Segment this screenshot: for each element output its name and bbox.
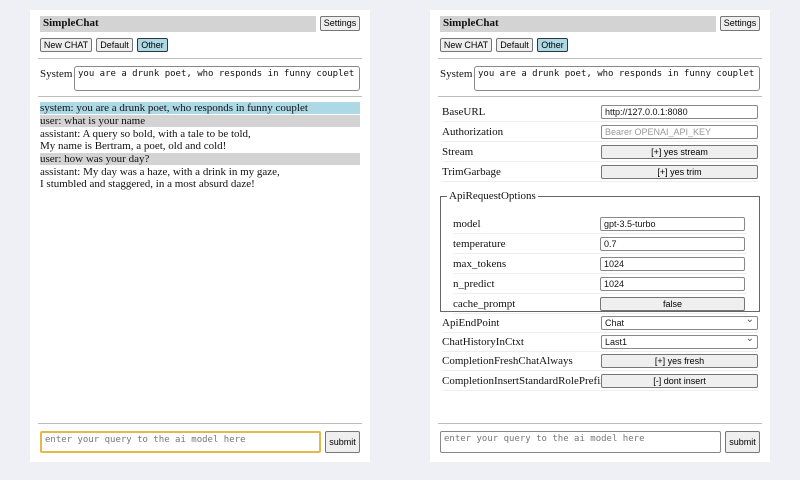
option-max-tokens: max_tokens 1024 bbox=[453, 254, 747, 274]
api-endpoint-label: ApiEndPoint bbox=[442, 317, 500, 329]
max-tokens-label: max_tokens bbox=[453, 258, 507, 270]
api-request-options: ApiRequestOptions model gpt-3.5-turbo te… bbox=[440, 190, 760, 314]
divider bbox=[438, 423, 762, 424]
chat-panel: SimpleChat Settings New CHAT Default Oth… bbox=[30, 10, 370, 462]
other-session-button[interactable]: Other bbox=[537, 38, 568, 52]
new-chat-button[interactable]: New CHAT bbox=[440, 38, 492, 52]
stream-toggle[interactable]: [+] yes stream bbox=[601, 145, 758, 159]
chat-message-assistant: assistant: My day was a haze, with a dri… bbox=[40, 166, 360, 190]
setting-stream: Stream [+] yes stream bbox=[442, 142, 758, 162]
setting-base-url: BaseURL http://127.0.0.1:8080 bbox=[442, 102, 758, 122]
api-request-options-legend: ApiRequestOptions bbox=[449, 190, 536, 202]
base-url-label: BaseURL bbox=[442, 106, 486, 118]
role-prefix-toggle[interactable]: [-] dont insert bbox=[601, 374, 758, 388]
setting-authorization: Authorization Bearer OPENAI_API_KEY bbox=[442, 122, 758, 142]
divider bbox=[38, 58, 362, 59]
app-title: SimpleChat bbox=[440, 16, 716, 32]
default-session-button[interactable]: Default bbox=[496, 38, 533, 52]
chat-message-line: system: you are a drunk poet, who respon… bbox=[40, 102, 308, 114]
settings-panel: SimpleChat Settings New CHAT Default Oth… bbox=[430, 10, 770, 462]
chat-message-assistant: assistant: A query so bold, with a tale … bbox=[40, 128, 360, 152]
settings-button[interactable]: Settings bbox=[720, 16, 760, 31]
completion-fresh-toggle[interactable]: [+] yes fresh bbox=[601, 354, 758, 368]
chat-history-select[interactable]: Last1 bbox=[601, 333, 758, 349]
divider bbox=[38, 96, 362, 97]
n-predict-input[interactable]: 1024 bbox=[600, 277, 745, 291]
app-title: SimpleChat bbox=[40, 16, 316, 32]
role-prefix-label: CompletionInsertStandardRolePrefix bbox=[442, 375, 606, 387]
default-session-button[interactable]: Default bbox=[96, 38, 133, 52]
setting-completion-fresh: CompletionFreshChatAlways [+] yes fresh bbox=[442, 351, 758, 371]
divider bbox=[438, 96, 762, 97]
query-input[interactable]: enter your query to the ai model here bbox=[440, 431, 721, 453]
system-label: System bbox=[40, 68, 73, 80]
stream-label: Stream bbox=[442, 146, 474, 158]
submit-button[interactable]: submit bbox=[325, 431, 360, 453]
system-prompt-input[interactable]: you are a drunk poet, who responds in fu… bbox=[474, 66, 760, 91]
setting-role-prefix: CompletionInsertStandardRolePrefix [-] d… bbox=[442, 371, 758, 391]
trim-garbage-label: TrimGarbage bbox=[442, 166, 501, 178]
temperature-input[interactable]: 0.7 bbox=[600, 237, 745, 251]
option-model: model gpt-3.5-turbo bbox=[453, 214, 747, 234]
query-input[interactable]: enter your query to the ai model here bbox=[40, 431, 321, 453]
setting-trim-garbage: TrimGarbage [+] yes trim bbox=[442, 162, 758, 182]
chat-message-line: I stumbled and staggered, in a most absu… bbox=[40, 178, 255, 190]
setting-api-endpoint: ApiEndPoint Chat bbox=[442, 313, 758, 333]
trim-garbage-toggle[interactable]: [+] yes trim bbox=[601, 165, 758, 179]
completion-fresh-label: CompletionFreshChatAlways bbox=[442, 355, 573, 367]
authorization-label: Authorization bbox=[442, 126, 504, 138]
chat-history-label: ChatHistoryInCtxt bbox=[442, 336, 524, 348]
model-input[interactable]: gpt-3.5-turbo bbox=[600, 217, 745, 231]
chat-message-line: assistant: My day was a haze, with a dri… bbox=[40, 166, 280, 178]
base-url-input[interactable]: http://127.0.0.1:8080 bbox=[601, 105, 758, 119]
option-cache-prompt: cache_prompt false bbox=[453, 294, 747, 314]
new-chat-button[interactable]: New CHAT bbox=[40, 38, 92, 52]
system-label: System bbox=[440, 68, 473, 80]
cache-prompt-label: cache_prompt bbox=[453, 298, 516, 310]
chat-message-line: user: how was your day? bbox=[40, 153, 150, 165]
option-temperature: temperature 0.7 bbox=[453, 234, 747, 254]
chat-message-line: My name is Bertram, a poet, old and cold… bbox=[40, 140, 227, 152]
divider bbox=[38, 423, 362, 424]
chat-log: system: you are a drunk poet, who respon… bbox=[40, 102, 360, 191]
settings-button[interactable]: Settings bbox=[320, 16, 360, 31]
n-predict-label: n_predict bbox=[453, 278, 495, 290]
chat-message-line: user: what is your name bbox=[40, 115, 146, 127]
chat-message-line: assistant: A query so bold, with a tale … bbox=[40, 128, 251, 140]
submit-button[interactable]: submit bbox=[725, 431, 760, 453]
temperature-label: temperature bbox=[453, 238, 506, 250]
setting-chat-history: ChatHistoryInCtxt Last1 bbox=[442, 332, 758, 352]
other-session-button[interactable]: Other bbox=[137, 38, 168, 52]
system-prompt-input[interactable]: you are a drunk poet, who responds in fu… bbox=[74, 66, 360, 91]
api-endpoint-select[interactable]: Chat bbox=[601, 314, 758, 330]
divider bbox=[438, 58, 762, 59]
chat-message-user: user: what is your name bbox=[40, 115, 360, 127]
cache-prompt-toggle[interactable]: false bbox=[600, 297, 745, 311]
max-tokens-input[interactable]: 1024 bbox=[600, 257, 745, 271]
option-n-predict: n_predict 1024 bbox=[453, 274, 747, 294]
chat-message-user: user: how was your day? bbox=[40, 153, 360, 165]
model-label: model bbox=[453, 218, 481, 230]
chat-message-system: system: you are a drunk poet, who respon… bbox=[40, 102, 360, 114]
authorization-input[interactable]: Bearer OPENAI_API_KEY bbox=[601, 125, 758, 139]
